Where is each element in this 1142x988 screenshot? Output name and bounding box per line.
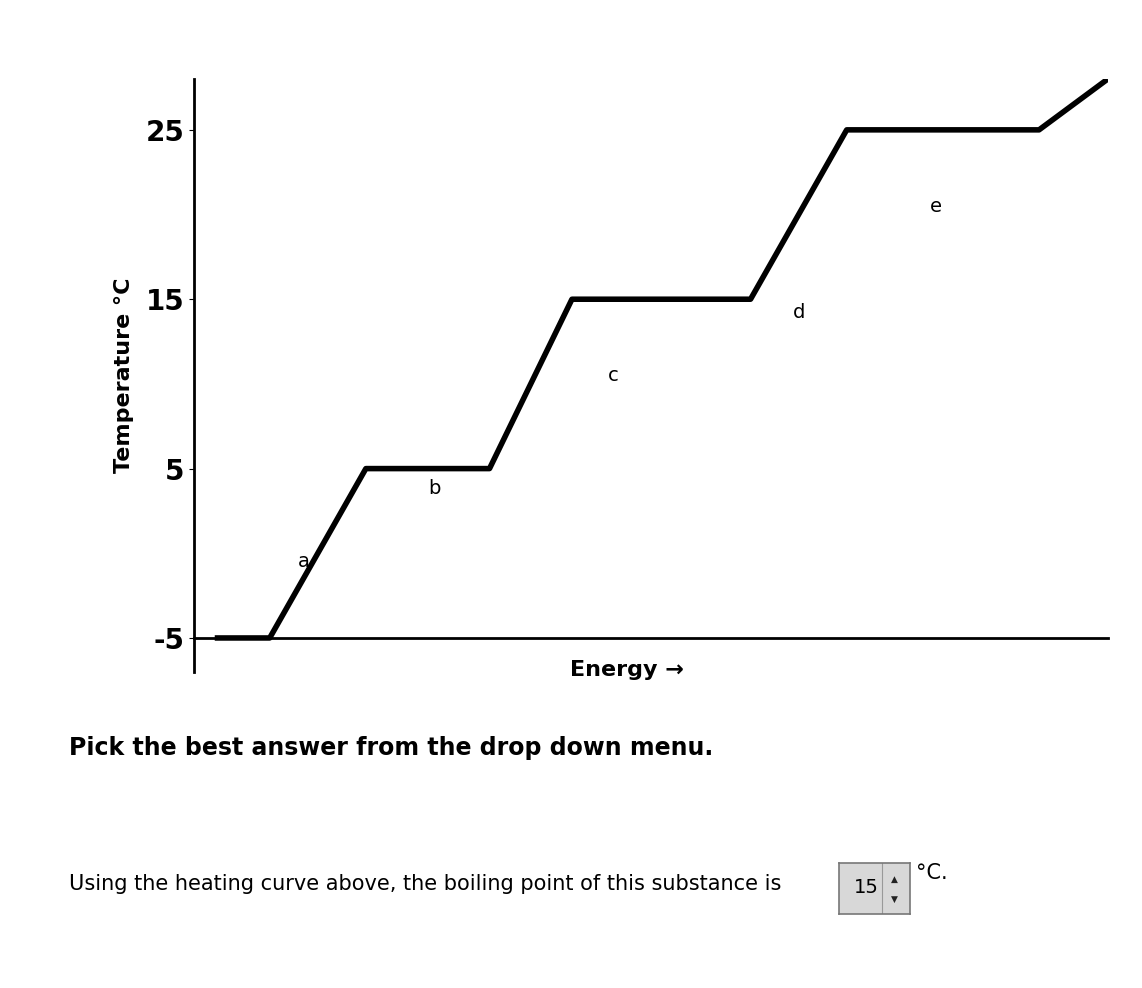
Text: 15: 15 [854,877,878,897]
Text: d: d [793,303,805,322]
Text: Pick the best answer from the drop down menu.: Pick the best answer from the drop down … [69,736,713,760]
Text: e: e [930,197,942,215]
Y-axis label: Temperature °C: Temperature °C [114,278,135,473]
Text: Energy →: Energy → [570,660,684,680]
Text: ▲: ▲ [891,874,898,883]
Text: c: c [608,366,619,385]
Text: b: b [428,479,441,498]
Text: a: a [298,552,309,571]
Text: Using the heating curve above, the boiling point of this substance is: Using the heating curve above, the boili… [69,874,781,894]
Text: ▼: ▼ [891,895,898,904]
Text: °C.: °C. [916,863,948,882]
